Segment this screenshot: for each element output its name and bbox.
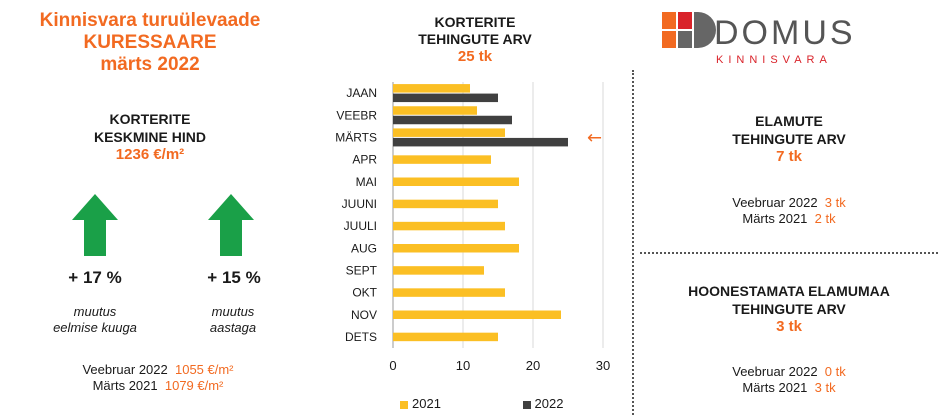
bar-2022 <box>393 137 568 147</box>
land-compare-row: Märts 2021 3 tk <box>640 380 938 396</box>
category-label: JUUNI <box>342 197 377 211</box>
compare-value: 3 tk <box>814 380 836 395</box>
houses-title-2: TEHINGUTE ARV <box>732 131 846 147</box>
month-change-desc-2: eelmise kuuga <box>53 320 137 335</box>
bar-2021 <box>393 106 477 115</box>
land-block: HOONESTAMATA ELAMUMAA TEHINGUTE ARV 3 tk <box>640 282 938 336</box>
divider-vertical <box>632 70 634 415</box>
bar-2021 <box>393 288 505 297</box>
legend-label: 2021 <box>412 396 441 411</box>
report-title: Kinnisvara turuülevaade KURESSAARE märts… <box>0 10 300 76</box>
bar-2022 <box>393 115 512 125</box>
chart-legend: 2021 2022 <box>400 396 563 411</box>
compare-label: Märts 2021 <box>742 380 808 395</box>
arrow-up-icon <box>72 194 118 256</box>
bar-2021 <box>393 155 491 164</box>
x-tick-label: 20 <box>526 358 540 373</box>
arrow-up-icon <box>208 194 254 256</box>
legend-label: 2022 <box>534 396 564 411</box>
houses-block: ELAMUTE TEHINGUTE ARV 7 tk <box>640 112 938 166</box>
bar-2021 <box>393 199 498 209</box>
land-value: 3 tk <box>776 318 802 335</box>
houses-compare-row: Märts 2021 2 tk <box>640 211 938 227</box>
compare-value: 1055 €/m² <box>174 362 234 377</box>
avg-price-title-2: KESKMINE HIND <box>93 129 206 145</box>
houses-value: 7 tk <box>776 148 802 165</box>
legend-item-2021: 2021 <box>400 396 441 411</box>
legend-item-2022: 2022 <box>522 396 564 411</box>
logo-name: DOMUS <box>714 14 856 52</box>
compare-value: 3 tk <box>824 195 846 210</box>
land-title-1: HOONESTAMATA ELAMUMAA <box>688 283 890 299</box>
category-label: SEPT <box>346 263 378 277</box>
bar-2021 <box>393 221 505 231</box>
year-change-desc-2: aastaga <box>209 320 257 335</box>
apartment-deals-chart: 0 10 20 30 JAAN VEEBR MÄRTS ← APR MAI JUUNI JUULI AU… <box>335 82 610 373</box>
category-label: APR <box>352 153 377 167</box>
price-compare: Veebruar 2022 1055 €/m² Märts 2021 1079 … <box>8 362 308 394</box>
month-change-desc: muutus eelmise kuuga <box>30 304 160 336</box>
month-change-pct: + 17 % <box>68 268 122 287</box>
chart-title: KORTERITE TEHINGUTE ARV 25 tk <box>360 14 590 65</box>
year-change-desc: muutus aastaga <box>168 304 298 336</box>
category-label: OKT <box>352 286 377 300</box>
category-label: JUULI <box>344 219 377 233</box>
price-compare-row: Veebruar 2022 1055 €/m² <box>8 362 308 378</box>
chart-title-1: KORTERITE <box>434 14 516 30</box>
category-label: NOV <box>351 308 377 322</box>
bar-2021 <box>393 128 505 137</box>
price-compare-row: Märts 2021 1079 €/m² <box>8 378 308 394</box>
category-label: JAAN <box>346 86 377 100</box>
legend-swatch <box>522 400 531 409</box>
report-title-period: märts 2022 <box>100 54 200 75</box>
bar-2021 <box>393 266 484 275</box>
compare-label: Veebruar 2022 <box>82 362 168 377</box>
compare-label: Märts 2021 <box>742 211 808 226</box>
divider-horizontal <box>640 252 938 254</box>
avg-price-value: 1236 €/m² <box>115 146 185 163</box>
compare-label: Veebruar 2022 <box>732 195 818 210</box>
houses-compare: Veebruar 2022 3 tk Märts 2021 2 tk <box>640 195 938 227</box>
category-label: MAI <box>356 175 377 189</box>
x-tick-label: 30 <box>596 358 610 373</box>
chart-title-value: 25 tk <box>457 48 493 65</box>
compare-label: Veebruar 2022 <box>732 364 818 379</box>
category-label: MÄRTS <box>335 130 377 144</box>
x-tick-label: 0 <box>389 358 396 373</box>
compare-value: 1079 €/m² <box>164 378 224 393</box>
category-label: VEEBR <box>336 108 377 122</box>
land-compare: Veebruar 2022 0 tk Märts 2021 3 tk <box>640 364 938 396</box>
x-tick-label: 10 <box>456 358 470 373</box>
year-change-pct: + 15 % <box>207 268 261 287</box>
bar-2022 <box>393 93 498 103</box>
bar-2021 <box>393 310 561 319</box>
avg-price-block: KORTERITE KESKMINE HIND 1236 €/m² <box>0 110 300 164</box>
land-title-2: TEHINGUTE ARV <box>732 301 846 317</box>
bar-2021 <box>393 332 498 342</box>
legend-swatch <box>400 400 408 409</box>
logo-sub: KINNISVARA <box>716 54 832 66</box>
category-label: DETS <box>345 330 377 344</box>
compare-value: 2 tk <box>814 211 836 226</box>
month-change-desc-1: muutus <box>73 304 117 319</box>
bar-2021 <box>393 84 470 93</box>
houses-title-1: ELAMUTE <box>755 113 823 129</box>
bar-2021 <box>393 244 519 253</box>
compare-label: Märts 2021 <box>92 378 158 393</box>
avg-price-title-1: KORTERITE <box>109 111 191 127</box>
compare-value: 0 tk <box>824 364 846 379</box>
annotation-arrow-icon: ← <box>587 127 602 148</box>
report-title-line1: Kinnisvara turuülevaade <box>39 10 261 31</box>
chart-title-2: TEHINGUTE ARV <box>418 31 532 47</box>
category-label: AUG <box>351 241 377 255</box>
report-title-city: KURESSAARE <box>83 32 217 53</box>
year-change-desc-1: muutus <box>211 304 255 319</box>
domus-logo: DOMUS KINNISVARA <box>662 12 856 66</box>
land-compare-row: Veebruar 2022 0 tk <box>640 364 938 380</box>
houses-compare-row: Veebruar 2022 3 tk <box>640 195 938 211</box>
bar-2021 <box>393 177 519 186</box>
